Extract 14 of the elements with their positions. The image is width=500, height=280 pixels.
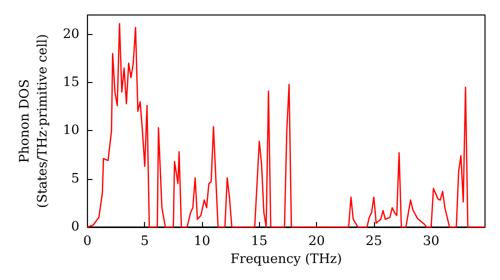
- y-tick-label: 10: [62, 123, 80, 138]
- y-axis-title: Phonon DOS (States/THz·primitive cell): [18, 34, 50, 208]
- x-tick-label: 15: [251, 234, 268, 249]
- y-tick-label: 20: [62, 26, 80, 42]
- y-tick-label: 15: [62, 74, 80, 90]
- x-tick-label: 0: [83, 234, 92, 249]
- x-tick-label: 30: [422, 234, 440, 249]
- x-tick-label: 25: [366, 234, 382, 249]
- x-tick-label: 20: [308, 234, 325, 249]
- x-tick-label: 10: [194, 234, 210, 249]
- x-tick-label: 5: [140, 234, 149, 249]
- x-axis-title: Frequency (THz): [230, 252, 342, 267]
- y-tick-label: 0: [71, 220, 80, 234]
- y-tick-label: 5: [71, 171, 80, 186]
